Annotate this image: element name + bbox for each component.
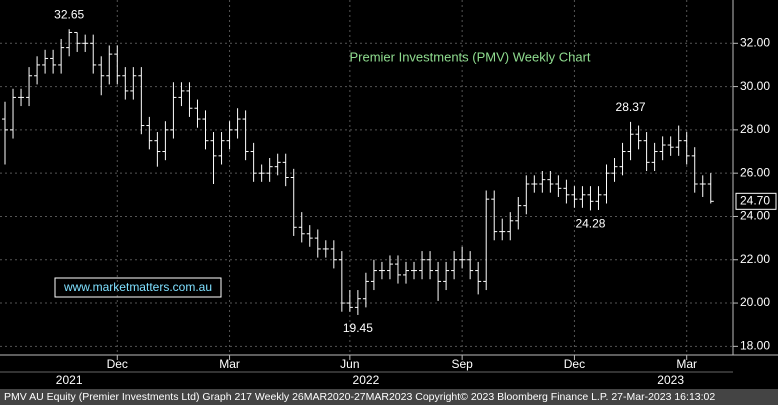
footer-bar (0, 389, 778, 405)
chart-title: Premier Investments (PMV) Weekly Chart (349, 49, 590, 64)
watermark-box (54, 277, 222, 298)
y-tick-label: 26.00 (740, 165, 770, 179)
annotation: 32.65 (54, 7, 84, 21)
x-tick-label: Mar (676, 357, 697, 371)
y-tick-label: 32.00 (740, 35, 770, 49)
x-tick-label: Mar (219, 357, 240, 371)
y-tick-label: 28.00 (740, 122, 770, 136)
y-tick-label: 18.00 (740, 339, 770, 353)
year-label: 2023 (657, 373, 684, 387)
watermark: www.marketmatters.com.au (63, 280, 212, 294)
y-tick-label: 24.00 (740, 209, 770, 223)
y-tick-label: 30.00 (740, 79, 770, 93)
annotation: 19.45 (343, 321, 373, 335)
x-tick-label: Jun (340, 357, 359, 371)
last-price-box (735, 192, 777, 210)
x-tick-label: Dec (107, 357, 128, 371)
footer: PMV AU Equity (Premier Investments Ltd) … (4, 391, 715, 403)
last-price-label: 24.70 (740, 193, 770, 207)
y-tick-label: 22.00 (740, 252, 770, 266)
year-label: 2021 (56, 373, 83, 387)
annotation: 24.28 (575, 217, 605, 231)
y-tick-label: 20.00 (740, 295, 770, 309)
x-tick-label: Sep (451, 357, 473, 371)
year-label: 2022 (353, 373, 380, 387)
x-tick-label: Dec (564, 357, 585, 371)
annotation: 28.37 (616, 100, 646, 114)
